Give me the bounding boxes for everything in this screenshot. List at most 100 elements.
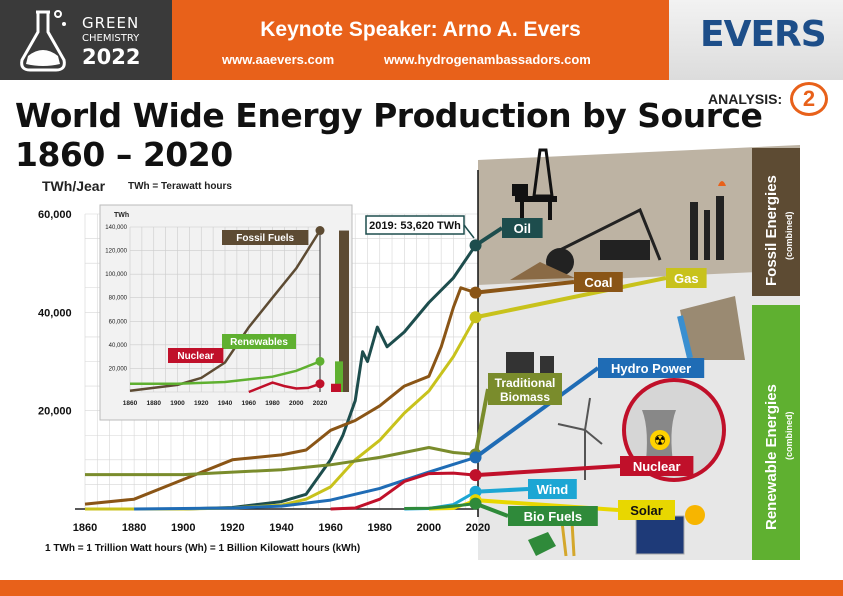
endpoint-bio-fuels bbox=[469, 497, 482, 510]
inset-label-box-nuclear bbox=[168, 348, 224, 363]
connector-coal bbox=[475, 280, 575, 295]
callout-2019: 2019: 53,620 TWh bbox=[369, 220, 461, 232]
x-tick-label: 2000 bbox=[417, 522, 441, 534]
label-nuclear: Nuclear bbox=[633, 459, 681, 474]
nuclear-plant-icon: ☢ bbox=[622, 378, 726, 482]
inset-x-tick: 1940 bbox=[218, 400, 233, 407]
renewable-panel bbox=[752, 305, 800, 560]
inset-y-unit: TWh bbox=[114, 212, 129, 219]
inset-line-nuclear bbox=[248, 381, 321, 394]
x-tick-label: 1900 bbox=[171, 522, 195, 534]
connector-wind bbox=[475, 487, 529, 494]
inset-label-nuclear: Nuclear bbox=[177, 351, 214, 362]
series-line-hydro-power bbox=[134, 455, 476, 511]
biofuel-pump-icon bbox=[528, 521, 576, 557]
brand-line2: CHEMISTRY bbox=[82, 33, 140, 44]
analysis-number: 2 bbox=[790, 82, 828, 116]
series-line-nuclear bbox=[330, 471, 476, 511]
connector-gas bbox=[475, 276, 667, 320]
speaker-title: Keynote Speaker: Arno A. Evers bbox=[260, 18, 581, 41]
endpoint-oil bbox=[469, 239, 482, 252]
inset-label-box-renewables bbox=[222, 334, 296, 349]
inset-endpoint-renewables bbox=[315, 356, 325, 366]
fossil-panel-title: Fossil Energies bbox=[763, 175, 780, 286]
label-wind: Wind bbox=[537, 482, 569, 497]
inset-y-tick: 120,000 bbox=[105, 249, 127, 255]
hydro-dam-icon bbox=[677, 296, 745, 360]
label-traditional-biomass: Traditional Biomass bbox=[495, 376, 556, 404]
endpoint-gas bbox=[469, 311, 482, 324]
page-title: World Wide Energy Production by Source 1… bbox=[15, 96, 763, 174]
inset-y-tick: 40,000 bbox=[109, 343, 128, 349]
title-line1: World Wide Energy Production by Source bbox=[15, 96, 763, 135]
label-hydro-power: Hydro Power bbox=[611, 361, 691, 376]
inset-y-tick: 100,000 bbox=[105, 272, 127, 278]
footnote: 1 TWh = 1 Trillion Watt hours (Wh) = 1 B… bbox=[45, 543, 361, 554]
header-logo-area bbox=[669, 0, 843, 80]
renewable-panel-sub: (combined) bbox=[784, 411, 794, 460]
x-tick-label: 1860 bbox=[73, 522, 97, 534]
inset-x-tick: 1920 bbox=[194, 400, 209, 407]
inset-chart: TWh 20,000 40,000 60,000 80,000 100,000 120,00… bbox=[99, 204, 353, 421]
main-chart-lines bbox=[84, 244, 477, 511]
label-box-hydro-power bbox=[598, 358, 705, 378]
fossil-panel bbox=[752, 148, 800, 296]
inset-label-renewables: Renewables bbox=[230, 337, 288, 348]
inset-x-tick: 1980 bbox=[265, 400, 280, 407]
header-banner: Keynote Speaker: Arno A. Evers www.aaeve… bbox=[172, 0, 669, 80]
inset-x-tick: 2000 bbox=[289, 400, 304, 407]
x-tick-label: 1880 bbox=[122, 522, 146, 534]
series-line-traditional-biomass bbox=[85, 446, 476, 477]
label-box-bio-fuels bbox=[508, 506, 598, 526]
label-connectors bbox=[469, 226, 667, 518]
inset-x-tick: 1860 bbox=[123, 400, 138, 407]
brand-line1: GREEN bbox=[82, 14, 140, 32]
label-box-solar bbox=[618, 500, 675, 520]
endpoint-wind bbox=[469, 485, 482, 498]
url-link-2[interactable]: www.hydrogenambassadors.com bbox=[384, 52, 591, 67]
inset-x-tick: 1880 bbox=[147, 400, 162, 407]
inset-stack-bar-nuclear bbox=[331, 383, 341, 392]
label-gas: Gas bbox=[674, 271, 699, 286]
coal-excavator-icon bbox=[510, 207, 662, 280]
illustration-panel: Fossil Energies (combined) Renewable Ene… bbox=[478, 145, 800, 560]
connector-traditional-biomass bbox=[473, 388, 490, 455]
label-box-coal bbox=[574, 272, 623, 292]
label-box-traditional-biomass bbox=[488, 373, 562, 405]
series-line-oil bbox=[85, 244, 477, 511]
endpoint-coal bbox=[469, 286, 482, 299]
title-line2: 1860 – 2020 bbox=[15, 135, 233, 174]
inset-y-tick: 80,000 bbox=[109, 296, 128, 302]
evers-logo: EVERS bbox=[700, 14, 827, 55]
y-axis-unit: TWh/Jear bbox=[42, 178, 106, 194]
inset-stack-bar-fossil bbox=[339, 230, 349, 392]
label-oil: Oil bbox=[514, 221, 531, 236]
inset-y-tick: 20,000 bbox=[109, 366, 128, 372]
inset-x-tick: 2020 bbox=[313, 400, 328, 407]
endpoint-nuclear bbox=[469, 469, 482, 482]
inset-y-tick: 60,000 bbox=[109, 319, 128, 325]
inset-label-box-fossil-fuels bbox=[222, 230, 309, 245]
biomass-icon bbox=[506, 352, 554, 376]
flask-icon bbox=[20, 10, 66, 72]
connector-hydro-power bbox=[474, 366, 600, 459]
gas-refinery-icon bbox=[690, 181, 726, 260]
label-solar: Solar bbox=[630, 503, 663, 518]
unit-note: TWh = Terawatt hours bbox=[128, 181, 232, 192]
analysis-label: ANALYSIS: bbox=[708, 91, 783, 107]
conference-badge: GREEN CHEMISTRY 2022 bbox=[0, 0, 172, 80]
source-labels: Oil Coal Gas Traditional Biomass Hydro Power N… bbox=[365, 215, 707, 526]
inset-endpoint-nuclear bbox=[315, 379, 325, 389]
inset-stack-bar-renewables bbox=[335, 361, 343, 392]
endpoint-hydro-power bbox=[469, 451, 482, 464]
callout-pointer bbox=[463, 224, 475, 239]
label-coal: Coal bbox=[584, 275, 612, 290]
url-link-1[interactable]: www.aaevers.com bbox=[222, 52, 335, 67]
renewable-panel-title: Renewable Energies bbox=[763, 384, 780, 530]
series-line-bio-fuels bbox=[404, 502, 476, 510]
label-box-oil bbox=[502, 218, 543, 238]
y-tick-label: 40,000 bbox=[38, 307, 72, 319]
solar-panel-icon bbox=[635, 505, 705, 555]
y-tick-label: 60,000 bbox=[38, 209, 72, 221]
